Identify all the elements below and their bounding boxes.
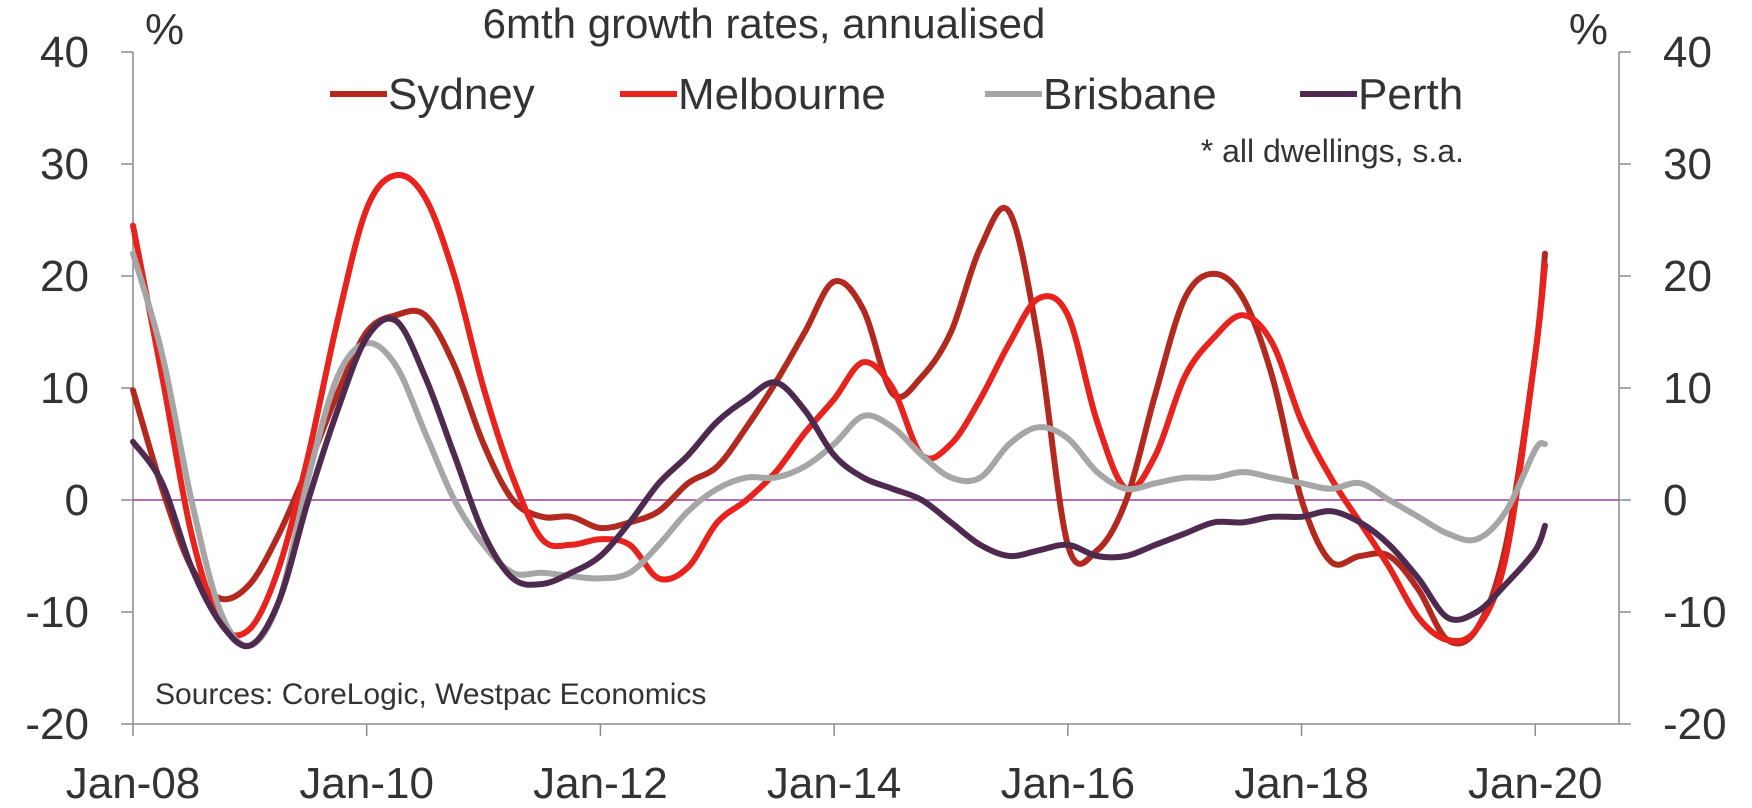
left-y-tick-label: 20 [40,252,89,301]
chart-legend: Sydney Melbourne Brisbane Perth [330,70,1463,119]
chart-title: 6mth growth rates, annualised [483,0,1046,47]
legend-label-perth: Perth [1358,70,1463,119]
series-line-melbourne [130,171,1548,645]
right-y-tick-label: 10 [1663,364,1712,413]
x-tick-label: Jan-16 [1001,759,1136,808]
left-y-tick-label: 30 [40,140,89,189]
legend-label-melbourne: Melbourne [678,70,886,119]
legend-label-brisbane: Brisbane [1043,70,1217,119]
right-y-tick-label: 20 [1663,252,1712,301]
x-tick-label: Jan-14 [767,759,902,808]
x-tick-label: Jan-18 [1234,759,1369,808]
series-line-perth [130,315,1548,650]
x-tick-label: Jan-08 [66,759,201,808]
x-ticks: Jan-08 Jan-10 Jan-12 Jan-14 Jan-16 Jan-18 Jan-… [66,724,1603,808]
right-y-tick-label: 40 [1663,28,1712,77]
left-y-tick-label: 0 [65,476,89,525]
x-tick-label: Jan-12 [533,759,668,808]
right-y-tick-label: 0 [1663,476,1687,525]
series-lines [130,171,1548,650]
right-y-tick-label: -20 [1663,700,1727,749]
right-y-ticks: 40 30 20 10 0 -10 -20 [1619,28,1727,749]
left-unit-label: % [145,5,184,54]
x-tick-label: Jan-20 [1468,759,1603,808]
left-y-tick-label: -10 [25,588,89,637]
right-y-tick-label: 30 [1663,140,1712,189]
chart-source: Sources: CoreLogic, Westpac Economics [155,678,706,711]
left-y-tick-label: -20 [25,700,89,749]
series-line-sydney [130,205,1548,647]
right-y-tick-label: -10 [1663,588,1727,637]
x-tick-label: Jan-10 [299,759,434,808]
left-y-tick-label: 10 [40,364,89,413]
legend-label-sydney: Sydney [388,70,535,119]
chart-note: * all dwellings, s.a. [1201,133,1464,169]
right-unit-label: % [1569,5,1608,54]
series-line-brisbane [130,250,1548,649]
left-y-ticks: 40 30 20 10 0 -10 -20 [25,28,133,749]
left-y-tick-label: 40 [40,28,89,77]
